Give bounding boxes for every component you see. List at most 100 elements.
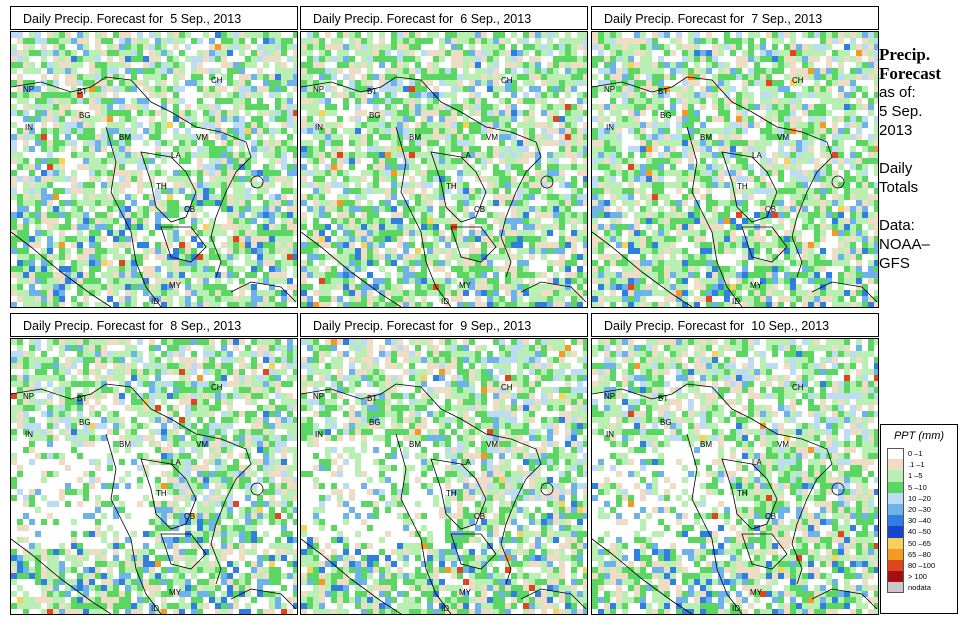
legend-row: 5 –10 <box>887 481 957 493</box>
legend-swatch <box>887 459 904 471</box>
country-label-np: NP <box>604 392 615 401</box>
forecast-panel-3: Daily Precip. Forecast for 7 Sep., 2013 N… <box>591 6 879 316</box>
country-label-th: TH <box>156 182 167 191</box>
legend-list: 0 –1 .1 –1 1 –5 5 –10 10 –20 20 –30 30 –40 40 –… <box>887 448 957 594</box>
legend-label: 0 –1 <box>908 449 923 458</box>
country-label-np: NP <box>604 85 615 94</box>
country-label-np: NP <box>313 85 324 94</box>
country-label-cb: CB <box>765 205 776 214</box>
precip-map: NP BT CH IN BG BM VM LA TH CB MY ID <box>10 338 298 615</box>
country-label-vm: VM <box>777 133 789 142</box>
country-label-id: ID <box>732 604 740 613</box>
side-info: Precip. Forecast as of: 5 Sep. 2013 Dail… <box>879 45 965 273</box>
legend-swatch <box>887 515 904 527</box>
country-label-my: MY <box>750 281 763 290</box>
legend-label: 5 –10 <box>908 482 927 492</box>
country-label-la: LA <box>752 458 762 467</box>
country-label-np: NP <box>23 85 34 94</box>
panel-title: Daily Precip. Forecast for 6 Sep., 2013 <box>300 6 588 30</box>
legend-row: 10 –20 <box>887 492 957 504</box>
country-label-ch: CH <box>792 76 804 85</box>
legend-swatch <box>887 526 904 538</box>
legend-row: nodata <box>887 582 957 594</box>
country-label-bg: BG <box>660 111 672 120</box>
country-label-in: IN <box>315 430 323 439</box>
country-label-vm: VM <box>486 440 498 449</box>
country-label-th: TH <box>446 182 457 191</box>
coastline-border <box>592 383 878 614</box>
forecast-panel-2: Daily Precip. Forecast for 6 Sep., 2013 N… <box>300 6 588 316</box>
precip-map: NP BT CH IN BG BM VM LA TH CB MY ID <box>300 338 588 615</box>
country-label-vm: VM <box>777 440 789 449</box>
side-asof: as of: <box>879 84 916 101</box>
panel-title: Daily Precip. Forecast for 7 Sep., 2013 <box>591 6 879 30</box>
country-label-cb: CB <box>474 512 485 521</box>
country-label-bm: BM <box>409 133 421 142</box>
precip-map-svg: NP BT CH IN BG BM VM LA TH CB MY ID <box>592 339 878 614</box>
coastline-border <box>592 76 878 307</box>
side-heading-line2: Forecast <box>879 64 941 83</box>
country-label-bm: BM <box>119 440 131 449</box>
country-label-my: MY <box>750 588 763 597</box>
legend-swatch <box>887 537 904 549</box>
country-label-cb: CB <box>765 512 776 521</box>
country-label-bt: BT <box>77 87 87 96</box>
legend-label: > 100 <box>908 572 927 582</box>
panel-title: Daily Precip. Forecast for 10 Sep., 2013 <box>591 313 879 337</box>
country-label-in: IN <box>606 430 614 439</box>
country-label-la: LA <box>752 151 762 160</box>
country-label-my: MY <box>459 281 472 290</box>
legend-label: 10 –20 <box>908 493 931 503</box>
country-label-bt: BT <box>658 87 668 96</box>
country-label-cb: CB <box>474 205 485 214</box>
country-label-bt: BT <box>367 87 377 96</box>
legend-swatch <box>887 559 904 572</box>
country-label-bm: BM <box>700 133 712 142</box>
country-label-ch: CH <box>501 76 513 85</box>
legend-title: PPT (mm) <box>893 430 945 442</box>
legend-row: 20 –30 <box>887 503 957 516</box>
legend-label: 65 –80 <box>908 549 931 559</box>
side-data-line2: NOAA– <box>879 236 930 253</box>
legend-swatch <box>887 571 904 583</box>
country-label-cb: CB <box>184 512 195 521</box>
country-label-my: MY <box>169 281 182 290</box>
legend-swatch <box>887 481 904 493</box>
side-daily-line1: Daily <box>879 160 913 177</box>
legend-label: 1 –5 <box>908 471 923 481</box>
legend-label: 80 –100 <box>908 560 936 570</box>
precip-map-svg: NP BT CH IN BG BM VM LA TH CB MY ID <box>592 32 878 307</box>
precip-map: NP BT CH IN BG BM VM LA TH CB MY ID <box>300 31 588 308</box>
panel-title: Daily Precip. Forecast for 5 Sep., 2013 <box>10 6 298 30</box>
forecast-panel-1: Daily Precip. Forecast for 5 Sep., 2013 N… <box>10 6 298 316</box>
side-spacer <box>879 140 965 159</box>
country-label-vm: VM <box>486 133 498 142</box>
coastline-border <box>11 76 297 307</box>
precip-map: NP BT CH IN BG BM VM LA TH CB MY ID <box>591 338 879 615</box>
country-label-in: IN <box>25 430 33 439</box>
legend-swatch <box>887 503 904 516</box>
country-label-ch: CH <box>792 383 804 392</box>
side-spacer2 <box>879 197 965 216</box>
country-label-ch: CH <box>211 383 223 392</box>
country-label-id: ID <box>441 604 449 613</box>
legend-swatch <box>887 492 904 504</box>
country-label-bg: BG <box>79 418 91 427</box>
country-label-in: IN <box>606 123 614 132</box>
country-label-bm: BM <box>119 133 131 142</box>
forecast-panel-5: Daily Precip. Forecast for 9 Sep., 2013 N… <box>300 313 588 623</box>
country-label-bt: BT <box>658 394 668 403</box>
forecast-panel-6: Daily Precip. Forecast for 10 Sep., 2013… <box>591 313 879 623</box>
legend-row: 65 –80 <box>887 548 957 560</box>
precip-map-svg: NP BT CH IN BG BM VM LA TH CB MY ID <box>301 32 587 307</box>
legend-swatch <box>887 582 904 594</box>
legend-swatch <box>887 470 904 482</box>
coastline-border <box>301 76 587 307</box>
legend-row: 80 –100 <box>887 559 957 572</box>
panel-title: Daily Precip. Forecast for 9 Sep., 2013 <box>300 313 588 337</box>
country-label-bt: BT <box>367 394 377 403</box>
legend-swatch <box>887 548 904 560</box>
country-label-la: LA <box>171 151 181 160</box>
country-label-id: ID <box>441 297 449 306</box>
legend-label: 30 –40 <box>908 516 931 526</box>
